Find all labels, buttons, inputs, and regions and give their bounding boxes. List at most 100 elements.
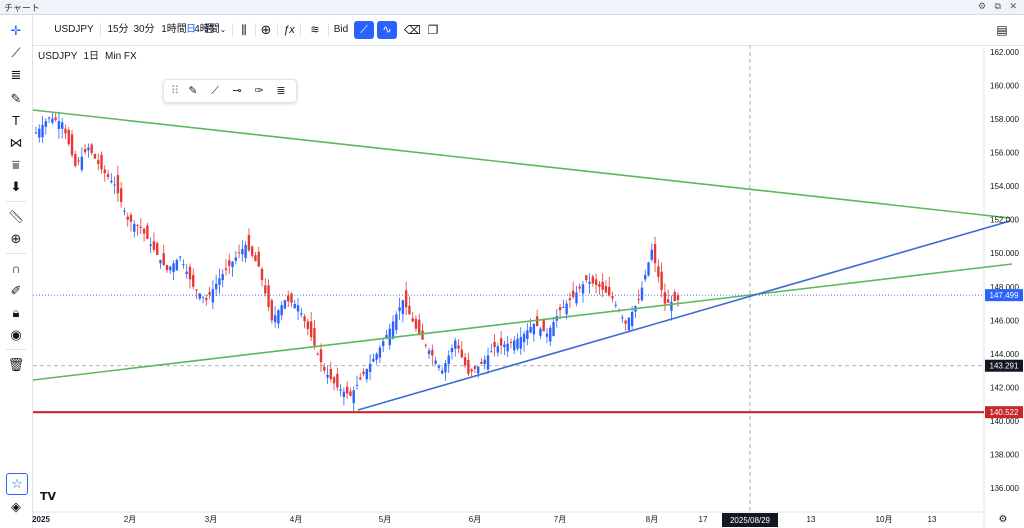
- copy-layout-icon[interactable]: ❐: [427, 23, 439, 37]
- candle-body: [552, 321, 555, 337]
- brush-icon[interactable]: ✎: [10, 91, 22, 106]
- chart-legend: USDJPY 1日 Min FX: [38, 47, 143, 62]
- parallel-lines-icon[interactable]: ≣: [10, 67, 22, 82]
- candle-body: [673, 292, 676, 302]
- candle-body: [558, 307, 562, 311]
- interval-30m[interactable]: 30分: [133, 24, 155, 35]
- lock-drawing-icon[interactable]: ✐: [10, 283, 22, 298]
- interval-4h[interactable]: 4時間: [194, 24, 220, 35]
- candle-body: [67, 129, 70, 145]
- interval-day[interactable]: 日: [186, 24, 196, 35]
- upper-resistance-line[interactable]: [32, 109, 1011, 219]
- measure-lines-icon[interactable]: ⩸: [12, 157, 20, 172]
- layers-icon[interactable]: ◈: [11, 499, 21, 514]
- lock-icon[interactable]: 🔒︎: [12, 305, 20, 320]
- candle-body: [627, 317, 631, 331]
- candle-body: [218, 278, 221, 285]
- interval-dropdown-chevron-icon[interactable]: ⌄: [219, 25, 227, 34]
- crosshair-icon[interactable]: ✛: [10, 23, 22, 38]
- candle-body: [119, 188, 123, 203]
- candle-body: [57, 121, 61, 129]
- time-tick-label: 6月: [469, 515, 481, 524]
- candle-body: [116, 175, 120, 194]
- interval-1h[interactable]: 1時間: [161, 24, 187, 35]
- candle-body: [93, 154, 97, 159]
- float-parallel-channel-icon[interactable]: ≣: [276, 85, 286, 97]
- candle-body: [506, 343, 509, 352]
- arrow-down-icon[interactable]: ⬇: [10, 179, 22, 194]
- candle-body: [267, 285, 270, 307]
- interval-15m[interactable]: 15分: [107, 24, 129, 35]
- candle-body: [51, 118, 54, 123]
- float-highlighter-icon[interactable]: ✑: [254, 85, 264, 97]
- float-horizontal-ray-icon[interactable]: ⊸: [232, 85, 242, 97]
- price-tick-label: 136.000: [990, 484, 1019, 493]
- lower-green-trendline[interactable]: [32, 263, 1013, 381]
- volume-profile-icon[interactable]: ≋: [310, 24, 320, 36]
- ruler-icon[interactable]: 📏︎: [7, 209, 25, 224]
- candle-body: [647, 262, 650, 276]
- candle-body: [198, 293, 201, 299]
- candle-body: [349, 391, 352, 396]
- wave-tool-icon[interactable]: ∿: [377, 21, 397, 39]
- candle-body: [129, 214, 133, 222]
- compare-plus-icon[interactable]: ⊕: [260, 22, 272, 37]
- candle-body: [90, 144, 93, 154]
- eraser-icon[interactable]: ⌫: [404, 23, 421, 37]
- chart-settings-gear-icon[interactable]: ⚙: [999, 514, 1008, 525]
- candle-type-icon[interactable]: ⫼: [241, 23, 247, 37]
- window-titlebar: チャート ⚙ ⧉ ✕: [0, 0, 1024, 15]
- candle-body: [231, 261, 234, 268]
- candle-body: [493, 341, 496, 348]
- price-tick-label: 152.000: [990, 216, 1019, 225]
- trendline-icon[interactable]: ⟋: [11, 45, 21, 60]
- candle-body: [178, 256, 182, 258]
- candle-body: [162, 253, 165, 265]
- candle-body: [470, 369, 473, 372]
- favorites-star-icon[interactable]: ☆: [6, 473, 28, 495]
- candle-body: [454, 340, 457, 349]
- candle-body: [270, 300, 274, 321]
- window-controls[interactable]: ⚙ ⧉ ✕: [977, 1, 1020, 11]
- candle-body: [234, 257, 238, 261]
- layout-panel-icon[interactable]: ▤: [996, 23, 1008, 37]
- eye-icon[interactable]: ◉: [10, 327, 22, 342]
- candle-body: [97, 160, 100, 164]
- time-tick-label: 2月: [124, 515, 136, 524]
- price-tick-label: 142.000: [990, 383, 1019, 392]
- candle-body: [496, 346, 500, 353]
- candle-body: [490, 351, 493, 353]
- candle-body: [414, 318, 418, 329]
- time-tick-label: 10月: [876, 515, 893, 524]
- candle-body: [280, 305, 283, 316]
- candle-body: [575, 292, 578, 304]
- candle-body: [254, 255, 257, 262]
- price-type-button[interactable]: Bid: [333, 24, 349, 35]
- price-tick-label: 150.000: [990, 249, 1019, 258]
- pattern-icon[interactable]: ⋈: [9, 135, 23, 150]
- candle-body: [257, 251, 260, 267]
- zoom-icon[interactable]: ⊕: [10, 231, 22, 246]
- float-brush-icon[interactable]: ✎: [188, 85, 198, 97]
- candle-body: [542, 318, 545, 332]
- interval-week[interactable]: 週: [204, 24, 214, 35]
- candle-body: [100, 154, 103, 170]
- line-tool-icon[interactable]: ⟋: [354, 21, 374, 39]
- rising-support-line[interactable]: [357, 220, 1011, 411]
- symbol-search-button[interactable]: USDJPY: [54, 24, 94, 35]
- trash-icon[interactable]: 🗑︎: [7, 357, 25, 372]
- text-icon[interactable]: T: [12, 113, 20, 128]
- candle-body: [192, 274, 195, 287]
- candle-body: [421, 330, 424, 340]
- float-trendline-icon[interactable]: ⟋: [211, 85, 219, 97]
- candle-body: [260, 268, 264, 281]
- candle-body: [169, 266, 172, 271]
- candle-body: [277, 310, 280, 324]
- candle-body: [290, 293, 293, 303]
- candle-body: [476, 366, 480, 374]
- magnet-icon[interactable]: ∩: [11, 261, 21, 276]
- candle-body: [250, 246, 254, 256]
- drag-handle-icon[interactable]: ⠿: [170, 85, 180, 97]
- indicators-fx-icon[interactable]: ƒx: [283, 24, 295, 36]
